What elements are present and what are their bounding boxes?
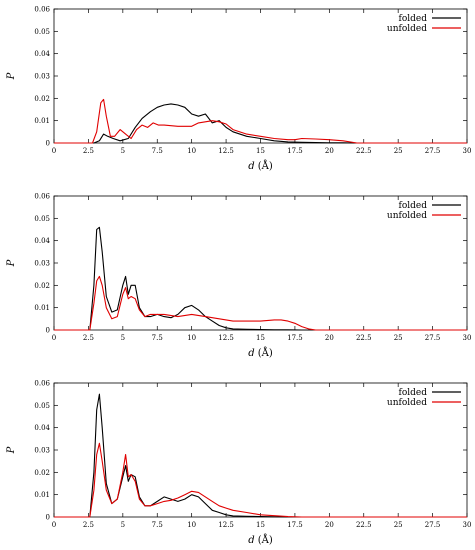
x-axis-symbol: d [248,161,254,172]
x-tick-label: 17.5 [287,147,303,155]
x-axis-unit: (Å) [258,160,273,172]
x-tick-label: 25 [394,521,403,529]
x-tick-label: 0 [52,147,56,155]
x-tick-label: 22.5 [356,147,372,155]
y-tick-label: 0.04 [34,237,50,245]
x-tick-label: 5 [121,334,125,342]
x-tick-label: 15 [256,147,265,155]
y-tick-label: 0.01 [34,117,50,125]
x-tick-label: 2.5 [83,147,94,155]
y-tick-label: 0.01 [34,491,50,499]
x-tick-label: 12.5 [218,521,234,529]
x-tick-label: 12.5 [218,334,234,342]
y-tick-label: 0 [46,140,50,148]
x-axis-label: d (Å) [248,160,273,172]
x-tick-label: 27.5 [425,521,441,529]
x-tick-label: 2.5 [83,334,94,342]
x-tick-label: 20 [325,334,334,342]
x-tick-label: 10 [187,334,196,342]
series-line-unfolded [54,442,467,518]
x-axis-unit: (Å) [258,347,273,359]
y-tick-label: 0.06 [34,380,50,388]
y-tick-label: 0.04 [34,50,50,58]
y-tick-label: 0.05 [34,215,50,223]
x-tick-label: 7.5 [152,334,163,342]
y-axis-label: P [6,446,17,454]
x-tick-label: 5 [121,147,125,155]
x-tick-label: 15 [256,334,265,342]
x-tick-label: 30 [463,147,472,155]
x-tick-label: 25 [394,147,403,155]
legend-label-unfolded: unfolded [387,398,427,408]
x-tick-label: 10 [187,147,196,155]
legend-label-unfolded: unfolded [387,24,427,34]
x-tick-label: 22.5 [356,334,372,342]
x-tick-label: 27.5 [425,334,441,342]
x-tick-label: 27.5 [425,147,441,155]
y-tick-label: 0.03 [34,73,50,81]
x-axis-symbol: d [248,348,254,359]
y-tick-label: 0.05 [34,402,50,410]
x-tick-label: 22.5 [356,521,372,529]
chart-panels: 0 2.5 5 7.5 10 12.5 15 17.5 20 22.5 25 27.5 30 0 0.01 0… [6,6,471,547]
chart-panel-2: 0 2.5 5 7.5 10 12.5 15 17.5 20 22.5 25 27.5 30 0 0.01 0… [6,193,471,360]
legend-label-folded: folded [399,201,428,211]
x-tick-label: 7.5 [152,521,163,529]
x-tick-label: 17.5 [287,334,303,342]
x-tick-label: 30 [463,334,472,342]
y-tick-label: 0.03 [34,447,50,455]
y-axis-label: P [6,259,17,267]
chart-panel-1: 0 2.5 5 7.5 10 12.5 15 17.5 20 22.5 25 27.5 30 0 0.01 0… [6,6,471,173]
x-tick-label: 12.5 [218,147,234,155]
y-tick-label: 0.02 [34,95,50,103]
y-tick-label: 0.03 [34,260,50,268]
x-tick-label: 17.5 [287,521,303,529]
x-tick-label: 20 [325,521,334,529]
series-line-unfolded [54,98,467,144]
x-tick-label: 10 [187,521,196,529]
x-tick-label: 2.5 [83,521,94,529]
y-tick-label: 0.02 [34,469,50,477]
y-tick-label: 0.05 [34,28,50,36]
y-tick-label: 0.06 [34,6,50,14]
y-axis-label: P [6,72,17,80]
chart-panel-3: 0 2.5 5 7.5 10 12.5 15 17.5 20 22.5 25 27.5 30 0 0.01 0… [6,380,471,547]
y-tick-label: 0.01 [34,304,50,312]
x-axis-label: d (Å) [248,534,273,546]
x-axis-unit: (Å) [258,534,273,546]
y-tick-label: 0.06 [34,193,50,201]
series-line-folded [54,393,467,518]
legend-label-folded: folded [399,388,428,398]
x-tick-label: 5 [121,521,125,529]
x-tick-label: 30 [463,521,472,529]
x-tick-label: 0 [52,521,56,529]
y-tick-label: 0 [46,327,50,335]
series-line-folded [54,103,467,144]
legend-label-folded: folded [399,14,428,24]
series-line-unfolded [54,275,467,331]
x-tick-label: 25 [394,334,403,342]
x-axis-symbol: d [248,535,254,546]
y-tick-label: 0.04 [34,424,50,432]
x-axis-label: d (Å) [248,347,273,359]
y-tick-label: 0.02 [34,282,50,290]
series-line-folded [54,226,467,331]
x-tick-label: 7.5 [152,147,163,155]
x-tick-label: 20 [325,147,334,155]
y-tick-label: 0 [46,514,50,522]
x-tick-label: 0 [52,334,56,342]
legend-label-unfolded: unfolded [387,211,427,221]
x-tick-label: 15 [256,521,265,529]
